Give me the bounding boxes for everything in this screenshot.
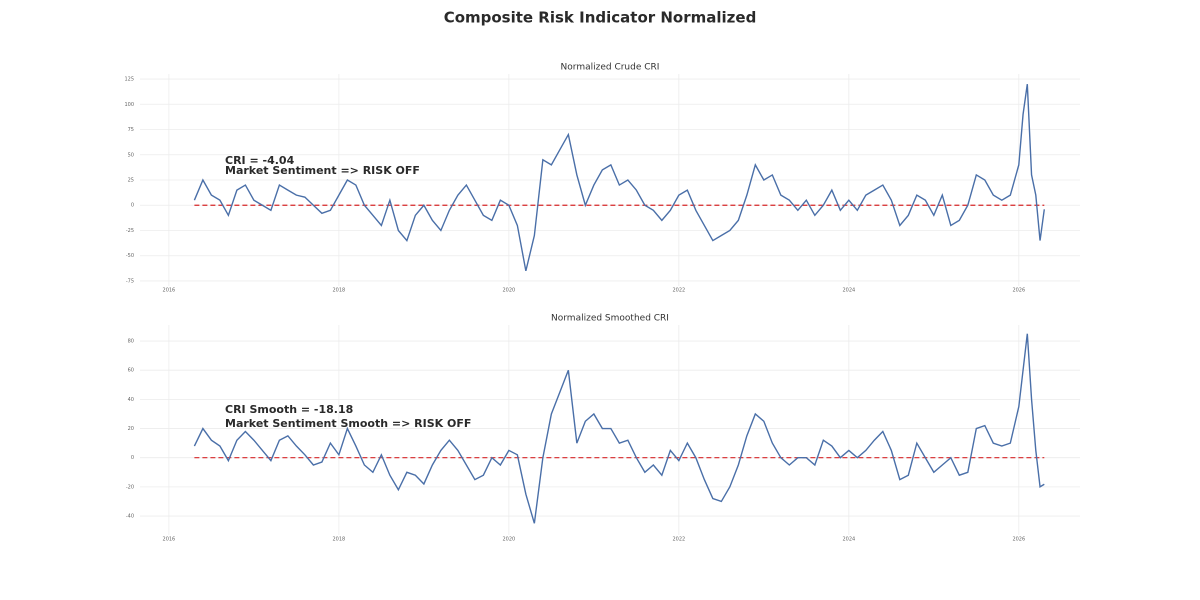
annotation: Market Sentiment => RISK OFF	[225, 164, 420, 177]
y-tick-label: -40	[126, 514, 134, 520]
data-line	[193, 84, 1045, 272]
x-tick-label: 2024	[842, 537, 855, 543]
y-tick-label: 20	[128, 426, 134, 432]
subplot-title: Normalized Smoothed CRI	[551, 314, 669, 324]
y-tick-label: 50	[128, 152, 134, 158]
annotation: CRI Smooth = -18.18	[225, 403, 353, 416]
y-tick-label: -75	[126, 278, 134, 284]
y-tick-label: 0	[131, 203, 134, 209]
y-tick-label: 0	[131, 455, 134, 461]
x-tick-label: 2018	[333, 537, 346, 543]
y-tick-label: 40	[128, 397, 134, 403]
figure-title: Composite Risk Indicator Normalized	[444, 9, 757, 27]
y-tick-label: 25	[128, 178, 134, 184]
x-tick-label: 2020	[502, 288, 515, 294]
x-tick-label: 2020	[502, 537, 515, 543]
y-tick-label: 100	[124, 102, 134, 108]
y-tick-label: 125	[124, 77, 134, 83]
x-tick-label: 2026	[1012, 537, 1025, 543]
x-tick-label: 2016	[163, 288, 176, 294]
y-tick-label: -25	[126, 228, 134, 234]
x-tick-label: 2022	[672, 288, 685, 294]
y-tick-label: 75	[128, 127, 134, 133]
data-line	[193, 333, 1045, 524]
y-tick-label: 60	[128, 368, 134, 374]
x-tick-label: 2016	[163, 537, 176, 543]
x-tick-label: 2024	[842, 288, 855, 294]
y-tick-label: -20	[126, 484, 134, 490]
subplot-title: Normalized Crude CRI	[561, 63, 660, 73]
annotation: Market Sentiment Smooth => RISK OFF	[225, 417, 471, 430]
x-tick-label: 2022	[672, 537, 685, 543]
y-tick-label: 80	[128, 339, 134, 345]
y-tick-label: -50	[126, 253, 134, 259]
annotation: CRI = -4.04	[225, 154, 295, 167]
x-tick-label: 2026	[1012, 288, 1025, 294]
x-tick-label: 2018	[333, 288, 346, 294]
